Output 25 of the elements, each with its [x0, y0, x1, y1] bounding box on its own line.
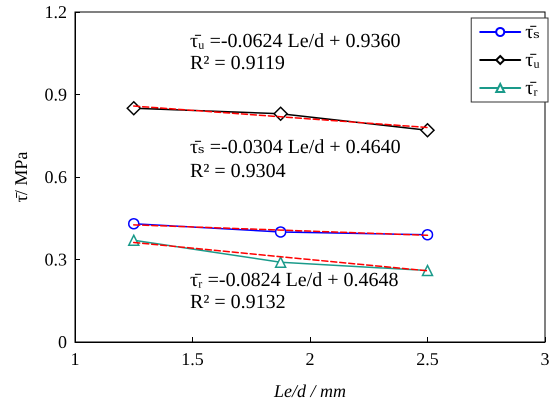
annotation: R² = 0.9119 [190, 52, 285, 74]
y-axis-title: τ̄/ MPa [11, 152, 31, 202]
y-tick-label: 0.3 [44, 250, 67, 270]
x-tick-label: 1.5 [181, 349, 204, 369]
legend-label: τ̄ᵣ [525, 77, 538, 99]
x-tick-label: 1 [70, 349, 80, 369]
y-tick-label: 0.9 [44, 84, 67, 104]
y-tick-label: 1.2 [44, 2, 67, 22]
annotation: R² = 0.9304 [190, 160, 286, 182]
y-tick-label: 0.6 [44, 167, 67, 187]
x-tick-label: 3 [540, 349, 550, 369]
legend-label: τ̄ₛ [525, 21, 540, 43]
point [420, 123, 435, 138]
point [274, 256, 286, 268]
point [422, 264, 434, 276]
annotation: τ̄ᵤ =-0.0624 Le/d + 0.9360 [190, 30, 400, 52]
x-axis-title: Le/d / mm [273, 381, 346, 401]
x-tick-label: 2.5 [416, 349, 439, 369]
point [126, 101, 141, 116]
annotation: R² = 0.9132 [190, 291, 286, 313]
annotation: τ̄ᵣ =-0.0824 Le/d + 0.4648 [190, 269, 398, 291]
legend-label: τ̄ᵤ [525, 49, 540, 71]
annotation: τ̄ₛ =-0.0304 Le/d + 0.4640 [190, 136, 401, 158]
x-tick-label: 2 [306, 349, 314, 369]
y-tick-label: 0 [58, 332, 67, 352]
